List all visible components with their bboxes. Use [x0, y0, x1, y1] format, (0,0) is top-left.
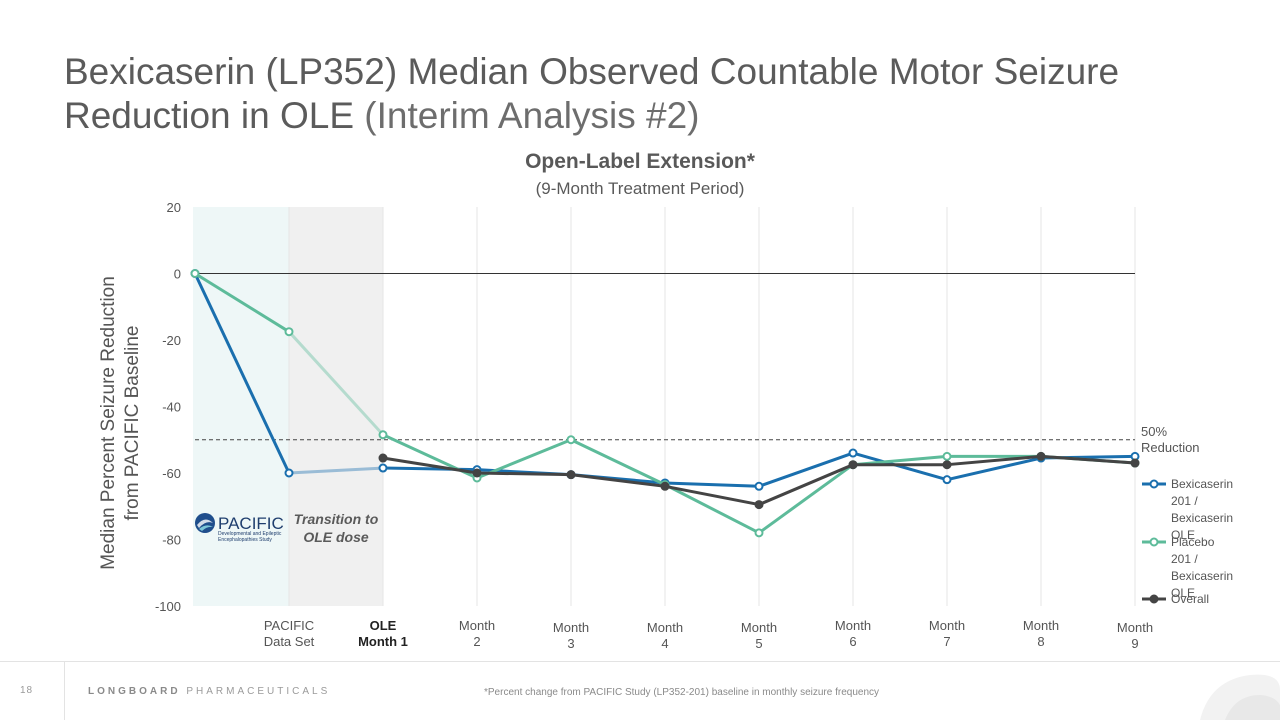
- y-tick-label: -60: [162, 466, 181, 481]
- x-tick-label: Month: [929, 618, 965, 633]
- legend-label-placebo: Bexicaserin: [1171, 569, 1233, 583]
- series-line-overall: [383, 458, 477, 473]
- y-axis-title-line1: Median Percent Seizure Reduction: [98, 276, 119, 570]
- legend-label-bexicaserin: Bexicaserin: [1171, 511, 1233, 525]
- company-name-rest: PHARMACEUTICALS: [181, 686, 331, 697]
- data-point-overall: [1132, 460, 1139, 467]
- x-tick-label: Month: [1117, 620, 1153, 635]
- legend-marker-bexicaserin: [1151, 481, 1158, 488]
- x-tick-label: Month: [553, 620, 589, 635]
- footnote: *Percent change from PACIFIC Study (LP35…: [484, 687, 879, 698]
- pacific-logo: PACIFIC Developmental and Epileptic Ence…: [193, 511, 303, 545]
- x-tick-label: Month 1: [358, 634, 408, 649]
- y-tick-label: -80: [162, 533, 181, 548]
- legend-label-placebo: 201 /: [1171, 552, 1198, 566]
- transition-note: Transition to OLE dose: [292, 510, 380, 546]
- legend-marker-placebo: [1151, 539, 1158, 546]
- x-tick-label: Month: [1023, 618, 1059, 633]
- data-point-overall: [662, 483, 669, 490]
- series-line-overall: [477, 473, 571, 475]
- series-line-bexicaserin: [665, 483, 759, 486]
- data-point-overall: [380, 455, 387, 462]
- legend-marker-overall: [1151, 596, 1158, 603]
- x-tick-label: 5: [755, 636, 762, 651]
- x-tick-label: Data Set: [264, 634, 315, 649]
- reference-label: Reduction: [1141, 440, 1200, 455]
- wave-logo-icon: [1180, 660, 1280, 720]
- data-point-bexicaserin: [944, 476, 951, 483]
- y-tick-label: 0: [174, 267, 181, 282]
- data-point-overall: [756, 501, 763, 508]
- data-point-overall: [568, 471, 575, 478]
- footer-divider: [0, 661, 1280, 662]
- y-axis-title: Median Percent Seizure Reductionfrom PAC…: [98, 276, 143, 570]
- x-tick-label: 4: [661, 636, 668, 651]
- data-point-placebo: [380, 431, 387, 438]
- company-name-bold: LONGBOARD: [88, 686, 181, 697]
- x-tick-label: 7: [943, 634, 950, 649]
- company-name: LONGBOARD PHARMACEUTICALS: [88, 686, 330, 697]
- x-tick-label: 3: [567, 636, 574, 651]
- page-number: 18: [20, 685, 33, 696]
- data-point-overall: [944, 461, 951, 468]
- legend-label-overall: Overall: [1171, 592, 1209, 606]
- seizure-reduction-chart: 20 0 -20 -40 -60 -80 -100 50%Reduction PACIFICDa…: [0, 0, 1280, 660]
- x-tick-label: Month: [647, 620, 683, 635]
- x-tick-label: Month: [459, 618, 495, 633]
- x-tick-label: OLE: [370, 618, 397, 633]
- data-point-overall: [1038, 453, 1045, 460]
- x-tick-label: 8: [1037, 634, 1044, 649]
- data-point-placebo: [568, 436, 575, 443]
- y-tick-label: -20: [162, 333, 181, 348]
- x-tick-label: 6: [849, 634, 856, 649]
- pacific-band: [193, 207, 289, 606]
- data-point-placebo: [756, 529, 763, 536]
- series-line-overall: [665, 486, 759, 504]
- y-tick-label: 20: [167, 200, 181, 215]
- x-tick-label: Month: [741, 620, 777, 635]
- data-point-bexicaserin: [756, 483, 763, 490]
- data-point-placebo: [286, 328, 293, 335]
- y-tick-label: -100: [155, 599, 181, 614]
- y-axis-title-line2: from PACIFIC Baseline: [122, 326, 143, 521]
- x-tick-label: 9: [1131, 636, 1138, 651]
- legend-label-bexicaserin: Bexicaserin: [1171, 477, 1233, 491]
- legend-label-bexicaserin: 201 /: [1171, 494, 1198, 508]
- series-line-placebo: [665, 485, 759, 533]
- footer-vertical-divider: [64, 662, 65, 720]
- data-point-overall: [850, 461, 857, 468]
- y-tick-label: -40: [162, 400, 181, 415]
- pacific-logo-subtext: Developmental and Epileptic Encephalopat…: [218, 531, 300, 543]
- transition-band: [289, 207, 383, 606]
- x-tick-label: Month: [835, 618, 871, 633]
- reference-label: 50%: [1141, 424, 1167, 439]
- legend-label-placebo: Placebo: [1171, 535, 1215, 549]
- data-point-overall: [474, 470, 481, 477]
- x-tick-label: 2: [473, 634, 480, 649]
- data-point-bexicaserin: [286, 470, 293, 477]
- data-point-bexicaserin: [850, 450, 857, 457]
- data-point-bexicaserin: [380, 465, 387, 472]
- data-point-placebo: [192, 270, 199, 277]
- x-tick-label: PACIFIC: [264, 618, 314, 633]
- data-point-placebo: [944, 453, 951, 460]
